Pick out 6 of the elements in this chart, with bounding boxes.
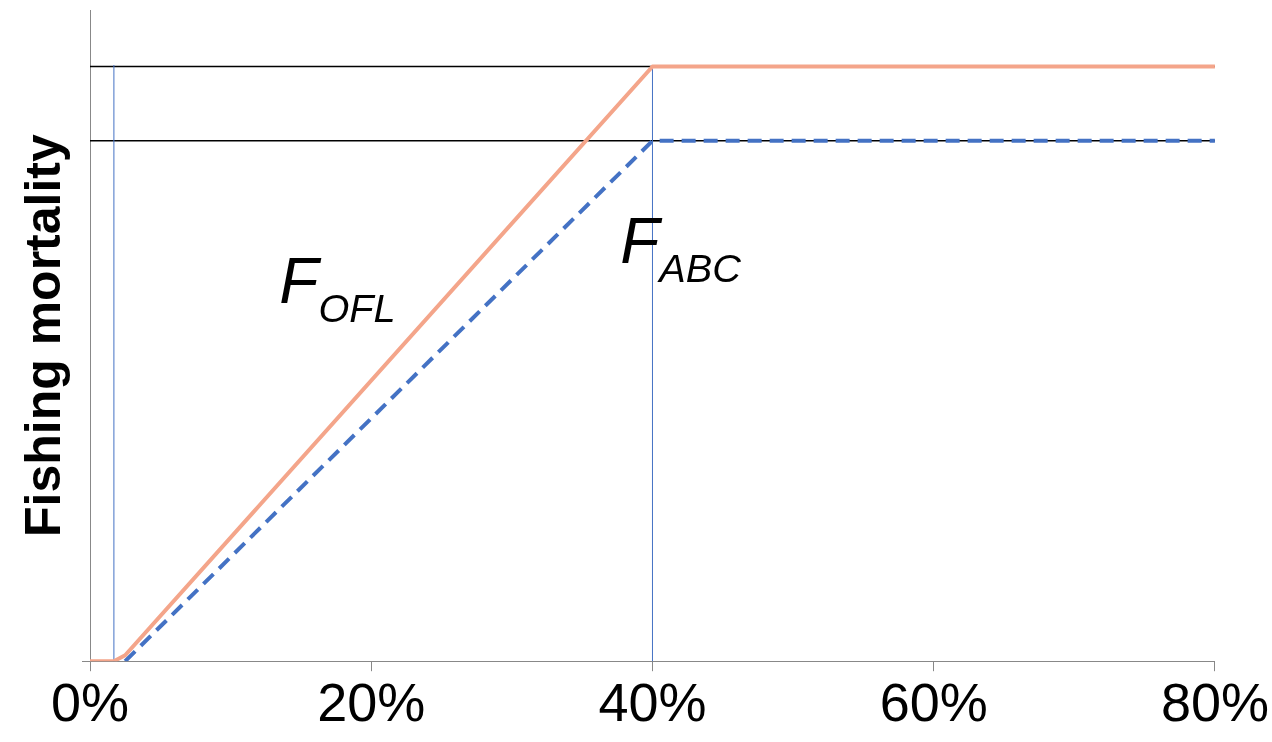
x-tick-label: 80%	[1160, 672, 1270, 733]
y-axis-title: Fishing mortality	[14, 134, 71, 538]
x-tick-label: 40%	[598, 672, 707, 733]
x-tick-label: 20%	[317, 672, 426, 733]
x-tick-label: 60%	[879, 672, 988, 733]
x-tick-label: 0%	[50, 672, 130, 733]
